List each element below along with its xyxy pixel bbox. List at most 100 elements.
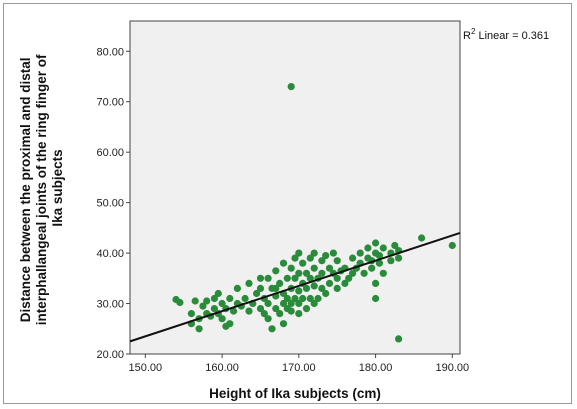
x-tick-label: 180.00: [359, 362, 393, 374]
data-point: [395, 335, 403, 343]
data-point: [333, 274, 341, 282]
data-point: [276, 310, 284, 318]
data-point: [272, 305, 280, 313]
data-point: [302, 284, 311, 292]
data-point: [291, 274, 299, 282]
y-axis-title: Distance between the proximal and distal…: [18, 51, 65, 326]
data-point: [318, 257, 326, 265]
data-point: [325, 264, 334, 272]
data-point: [276, 279, 284, 287]
data-point: [372, 239, 380, 247]
y-tick-label: 20.00: [96, 349, 124, 361]
data-point: [264, 274, 272, 282]
x-tick-label: 150.00: [129, 362, 163, 374]
data-point: [279, 299, 288, 308]
data-point: [214, 289, 222, 298]
data-point: [195, 325, 203, 333]
data-point: [295, 310, 303, 318]
data-point: [176, 298, 184, 307]
data-point: [322, 289, 330, 298]
data-point: [299, 259, 307, 267]
data-point: [291, 294, 299, 303]
data-point: [310, 264, 318, 272]
data-point: [256, 305, 265, 313]
data-point: [279, 320, 288, 328]
data-point: [264, 299, 272, 308]
data-point: [241, 294, 249, 303]
y-axis: 20.00 30.00 40.00 50.00 60.00 70.00 80.00: [96, 46, 130, 361]
data-point: [295, 299, 303, 308]
data-point: [287, 299, 295, 308]
data-point: [372, 279, 380, 287]
data-point: [287, 83, 295, 91]
data-point: [418, 234, 426, 242]
data-point: [379, 269, 387, 277]
x-axis: 150.00 160.00 170.00 180.00 190.00: [129, 354, 469, 374]
y-tick-label: 70.00: [96, 97, 124, 109]
data-point: [279, 259, 288, 267]
data-point: [306, 254, 314, 262]
data-point: [368, 264, 376, 272]
r2-annotation: R2 Linear = 0.361: [463, 27, 549, 42]
data-point: [253, 289, 261, 298]
data-point: [272, 284, 280, 292]
data-point: [349, 269, 357, 277]
data-point: [272, 267, 280, 275]
data-point: [322, 252, 330, 260]
data-point: [283, 294, 291, 303]
data-point: [314, 294, 322, 303]
data-point: [375, 259, 383, 267]
data-point: [395, 254, 403, 262]
data-point: [199, 302, 207, 310]
data-point: [256, 274, 265, 282]
data-point: [233, 284, 241, 292]
data-point: [356, 249, 364, 257]
data-point: [295, 287, 303, 295]
data-point: [379, 244, 387, 252]
data-point: [291, 254, 299, 262]
data-point: [391, 241, 399, 250]
fit-line: [129, 231, 461, 343]
data-point: [306, 294, 314, 303]
data-point: [210, 294, 218, 303]
data-point: [364, 244, 372, 252]
data-point: [226, 320, 234, 328]
data-point: [333, 257, 341, 265]
data-point: [310, 249, 318, 257]
data-point: [218, 315, 226, 323]
data-point: [245, 279, 253, 287]
data-points: [172, 83, 456, 343]
data-point: [268, 325, 276, 333]
data-point: [341, 279, 349, 287]
data-point: [302, 269, 311, 277]
y-tick-label: 80.00: [96, 46, 124, 58]
data-point: [187, 310, 195, 318]
data-point: [226, 294, 234, 303]
y-tick-label: 50.00: [96, 198, 124, 210]
x-tick-label: 190.00: [435, 362, 469, 374]
data-point: [210, 305, 218, 313]
data-point: [372, 294, 380, 303]
data-point: [287, 307, 295, 315]
x-tick-label: 160.00: [205, 362, 239, 374]
data-point: [191, 297, 199, 305]
data-point: [387, 257, 395, 265]
data-point: [218, 299, 226, 308]
y-tick-label: 60.00: [96, 147, 124, 159]
data-point: [295, 249, 303, 257]
data-point: [333, 284, 341, 292]
data-point: [306, 274, 314, 282]
data-point: [256, 284, 265, 292]
y-tick-label: 40.00: [96, 248, 124, 260]
data-point: [264, 315, 272, 323]
data-point: [448, 241, 456, 250]
data-point: [310, 282, 318, 290]
data-point: [329, 249, 337, 257]
x-axis-title: Height of Ika subjects (cm): [209, 386, 381, 401]
data-point: [325, 279, 334, 287]
data-point: [345, 274, 353, 282]
data-point: [287, 264, 295, 272]
y-tick-label: 30.00: [96, 299, 124, 311]
x-tick-label: 170.00: [282, 362, 316, 374]
